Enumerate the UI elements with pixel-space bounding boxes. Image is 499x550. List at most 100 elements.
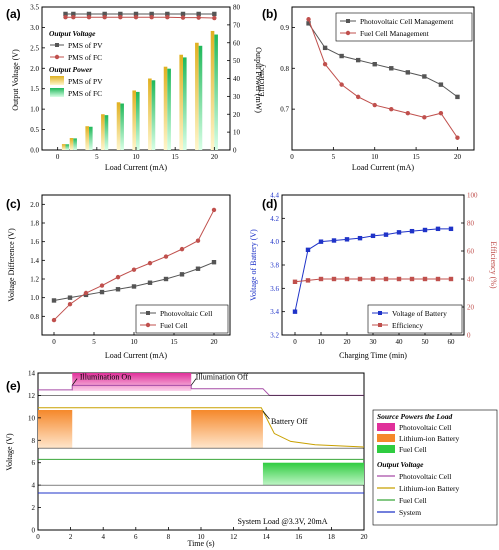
c-ytick-label: 1.6 xyxy=(30,238,39,246)
bar-pv-power xyxy=(116,102,121,150)
c-xtick-label: 15 xyxy=(171,338,179,346)
annotation-arrow-illum-off xyxy=(190,378,197,386)
voltage-0-point xyxy=(102,11,107,17)
panel-a-legend-fc-power: PMS of FC xyxy=(68,89,102,98)
bar-pv-power xyxy=(132,90,136,150)
panel-d-xlabel: Charging Time (min) xyxy=(339,351,407,360)
b-ytick-label: 0.8 xyxy=(280,65,289,73)
panel-b-label: (b) xyxy=(262,7,277,21)
d-right-ytick-label: 80 xyxy=(467,220,475,228)
panel-a-legend-power-title: Output Power xyxy=(49,65,92,74)
b-series-0-point xyxy=(455,94,460,100)
band-battery-source-1 xyxy=(38,410,73,449)
b-series-1-point xyxy=(455,135,460,140)
d-series-1-point xyxy=(305,278,311,283)
voltage-1-point xyxy=(196,15,201,20)
c-series-1-point xyxy=(211,207,217,213)
e-ytick-label: 8 xyxy=(32,437,36,445)
c-ytick-label: 1.2 xyxy=(30,276,39,284)
panel-e-legend-output-system: System xyxy=(399,508,421,517)
e-xtick-label: 0 xyxy=(36,533,40,541)
panel-e-legend-source-battery: Lithium-ion Battery xyxy=(399,434,459,443)
a-right-ytick-label: 10 xyxy=(233,129,241,137)
c-series-1-point xyxy=(147,260,153,266)
band-pv-source xyxy=(72,373,192,391)
panel-e-legend-source-fc: Fuel Cell xyxy=(399,445,427,454)
d-series-1-point xyxy=(318,276,324,282)
panel-c: (c) Load Current (mA) Voltage Difference… xyxy=(6,194,231,360)
panel-a-plot: 0 5 10 15 20 0.0 0.5 1.0 1.5 2.0 2.5 3.0 3.5 0 10 20 30 4… xyxy=(30,4,240,162)
d-series-0-point xyxy=(305,247,311,253)
b-xtick-label: 5 xyxy=(332,153,336,161)
bar-pv-power xyxy=(179,54,183,150)
panel-e-label: (e) xyxy=(6,379,21,393)
a-left-ytick-label: 0.0 xyxy=(30,147,39,155)
panel-a-ylabel-left: Output Voltage (V) xyxy=(11,49,20,111)
bar-fc-power xyxy=(120,103,124,150)
d-left-ytick-label: 4.4 xyxy=(270,192,279,200)
d-series-0-point xyxy=(370,233,376,239)
a-xtick-label: 10 xyxy=(133,153,141,161)
panel-d-legend-eff: Efficiency xyxy=(392,321,423,330)
d-right-ytick-label: 100 xyxy=(467,192,478,200)
a-right-ytick-label: 30 xyxy=(233,93,241,101)
annotation-system-load: System Load @3.3V, 20mA xyxy=(237,517,327,526)
e-xtick-label: 18 xyxy=(328,533,336,541)
panel-e-legend-source-title: Source Powers the Load xyxy=(377,412,452,421)
b-series-1-point xyxy=(405,111,411,116)
b-series-0-point xyxy=(306,21,311,26)
d-left-ytick-label: 4.0 xyxy=(270,238,279,246)
d-series-0-point xyxy=(396,230,402,235)
b-series-0-point xyxy=(405,70,411,75)
voltage-0-point xyxy=(196,11,201,17)
a-right-ytick-label: 0 xyxy=(233,147,237,155)
a-xtick-label: 5 xyxy=(95,153,99,161)
e-ytick-label: 10 xyxy=(28,414,36,422)
b-xtick-label: 0 xyxy=(290,153,294,161)
d-series-1-point xyxy=(396,276,402,282)
c-series-0-point xyxy=(51,298,57,303)
panel-c-label: (c) xyxy=(6,197,21,211)
d-series-0-point xyxy=(435,226,441,232)
voltage-0-point xyxy=(149,11,154,17)
c-xtick-label: 20 xyxy=(211,338,219,346)
bar-fc-power xyxy=(183,57,187,150)
c-series-0-point xyxy=(163,276,169,282)
c-series-0-point xyxy=(195,266,201,271)
c-series-1-point xyxy=(115,274,121,280)
b-series-1-point xyxy=(355,94,361,100)
d-series-1-point xyxy=(422,276,428,282)
b-xtick-label: 20 xyxy=(454,153,462,161)
panel-d-legend: Voltage of Battery Efficiency xyxy=(367,304,463,334)
voltage-0-point xyxy=(180,11,186,17)
voltage-1-point xyxy=(212,15,217,21)
c-series-0-point xyxy=(99,289,105,295)
d-xtick-label: 60 xyxy=(448,338,456,346)
panel-a-ylabel-right: Output Power (mW) xyxy=(254,47,263,113)
b-series-0-point xyxy=(389,66,394,71)
b-series-0-point xyxy=(372,62,377,67)
a-right-ytick-label: 60 xyxy=(233,39,241,47)
c-xtick-label: 0 xyxy=(52,338,56,346)
a-left-ytick-label: 0.5 xyxy=(30,126,39,134)
c-ytick-label: 2.0 xyxy=(30,201,39,209)
c-series-1-point xyxy=(131,267,137,272)
a-xtick-label: 15 xyxy=(172,153,180,161)
d-xtick-label: 40 xyxy=(396,338,404,346)
d-series-1-point xyxy=(292,279,298,284)
a-right-ytick-label: 40 xyxy=(233,75,241,83)
a-right-ytick-label: 80 xyxy=(233,4,241,12)
panel-e: (e) Time (s) Voltage (V) Illumination On… xyxy=(5,370,498,548)
bar-pv-power xyxy=(85,126,89,150)
panel-b-ylabel: Efficiency xyxy=(257,63,266,96)
panel-e-legend: Source Powers the Load Photovoltaic Cell… xyxy=(372,409,498,526)
e-ytick-label: 14 xyxy=(28,370,36,378)
d-series-1-point xyxy=(344,276,350,282)
voltage-1-point xyxy=(86,15,92,20)
a-left-ytick-label: 3.0 xyxy=(30,24,39,32)
b-xtick-label: 10 xyxy=(371,153,379,161)
panel-c-xlabel: Load Current (mA) xyxy=(105,351,168,360)
b-series-0-point xyxy=(438,82,444,87)
panel-d-ylabel-left: Voltage of Battery (V) xyxy=(249,229,258,301)
